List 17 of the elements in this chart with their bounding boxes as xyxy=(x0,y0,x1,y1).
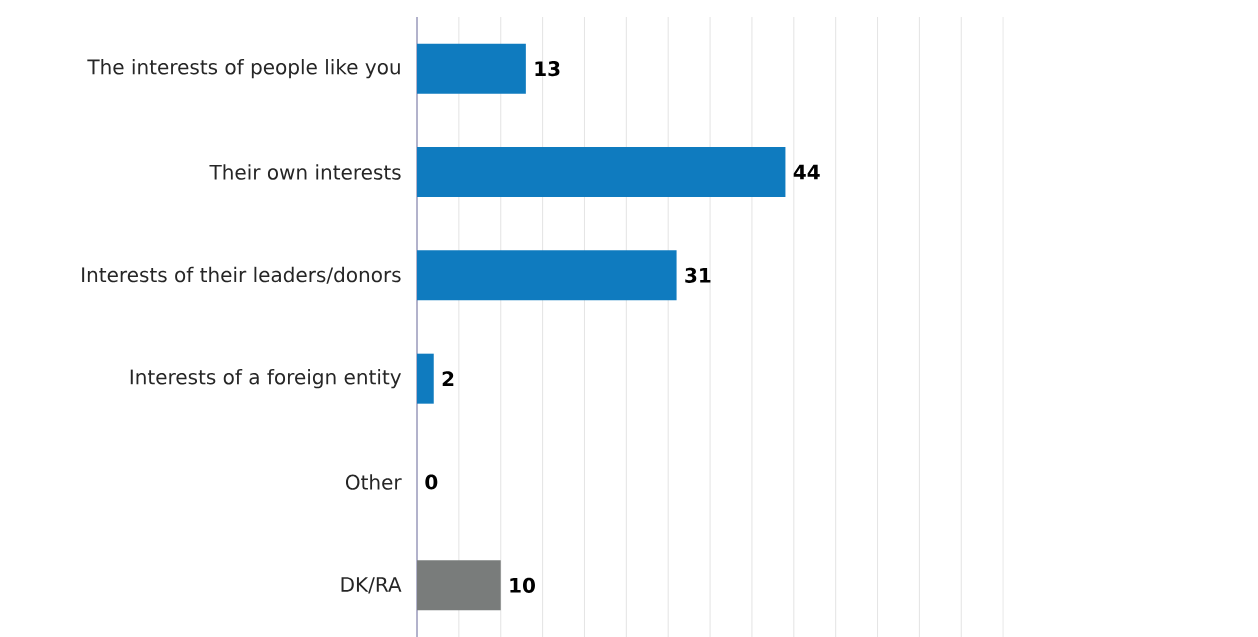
bar xyxy=(417,560,501,611)
y-tick-label: Interests of a foreign entity xyxy=(130,369,402,389)
y-tick-label: Their own interests xyxy=(209,164,401,180)
y-tick-label: DK/RA xyxy=(341,577,402,594)
y-tick-label: Interests of their leaders/donors xyxy=(82,266,401,284)
bar xyxy=(417,250,677,301)
data-label: 0 xyxy=(425,474,438,490)
bar xyxy=(417,353,434,404)
data-label: 31 xyxy=(685,267,711,283)
y-tick-label: Other xyxy=(345,474,402,490)
data-label: 44 xyxy=(793,164,820,180)
data-label: 2 xyxy=(442,371,454,387)
bar xyxy=(417,147,786,198)
data-label: 10 xyxy=(510,577,535,593)
y-tick-label: The interests of people like you xyxy=(87,59,400,79)
data-label: 13 xyxy=(535,61,560,77)
bar xyxy=(417,43,526,94)
